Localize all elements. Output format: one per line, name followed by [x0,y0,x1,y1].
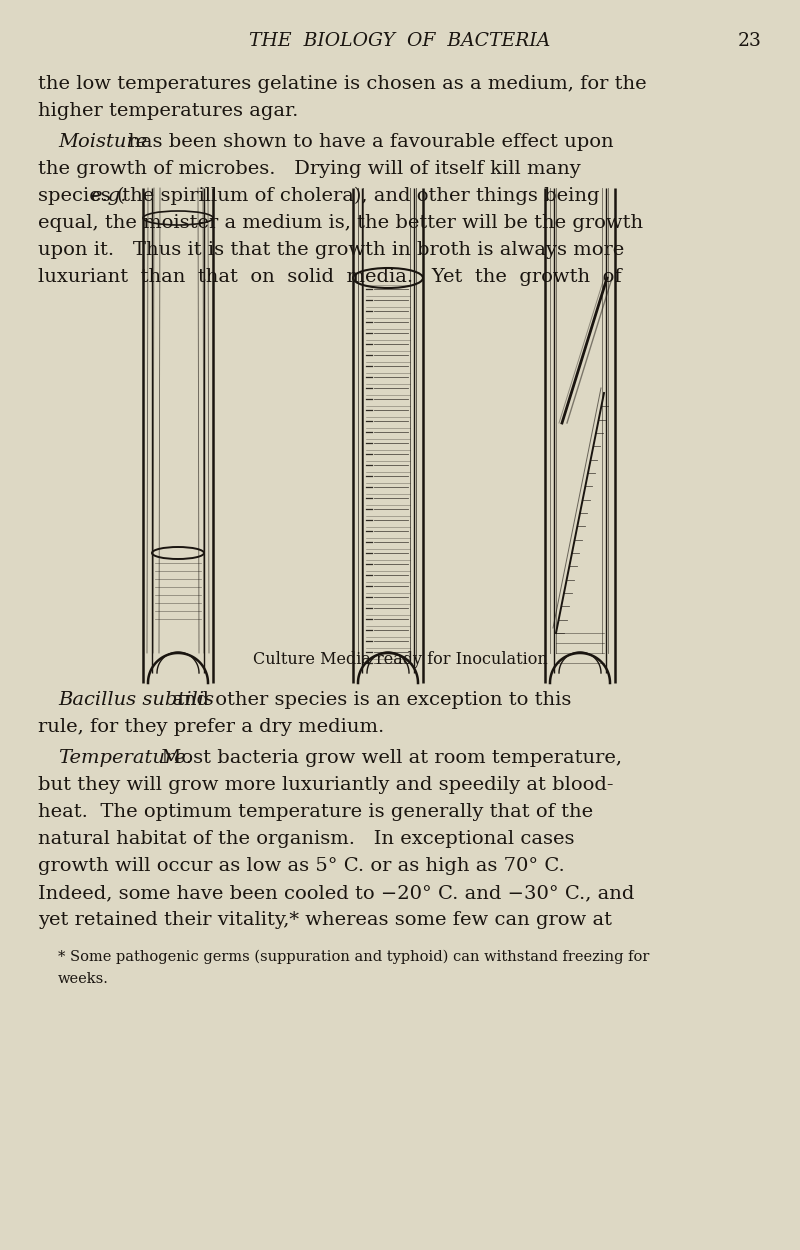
Text: the growth of microbes.   Drying will of itself kill many: the growth of microbes. Drying will of i… [38,160,581,177]
Text: Most bacteria grow well at room temperature,: Most bacteria grow well at room temperat… [149,749,622,768]
Text: equal, the moister a medium is, the better will be the growth: equal, the moister a medium is, the bett… [38,214,643,232]
Text: growth will occur as low as 5° C. or as high as 70° C.: growth will occur as low as 5° C. or as … [38,858,565,875]
Text: THE  BIOLOGY  OF  BACTERIA: THE BIOLOGY OF BACTERIA [250,32,550,50]
Text: but they will grow more luxuriantly and speedily at blood-: but they will grow more luxuriantly and … [38,776,614,794]
Text: Indeed, some have been cooled to −20° C. and −30° C., and: Indeed, some have been cooled to −20° C.… [38,884,634,902]
Text: Culture Media ready for Inoculation: Culture Media ready for Inoculation [253,651,547,668]
Text: e.g.: e.g. [90,188,126,205]
Text: the low temperatures gelatine is chosen as a medium, for the: the low temperatures gelatine is chosen … [38,75,646,92]
Text: heat.  The optimum temperature is generally that of the: heat. The optimum temperature is general… [38,802,593,821]
Text: higher temperatures agar.: higher temperatures agar. [38,102,298,120]
Text: yet retained their vitality,* whereas some few can grow at: yet retained their vitality,* whereas so… [38,911,612,929]
Text: luxuriant  than  that  on  solid  media.   Yet  the  growth  of: luxuriant than that on solid media. Yet … [38,268,622,286]
Text: rule, for they prefer a dry medium.: rule, for they prefer a dry medium. [38,718,384,736]
Text: Temperature.: Temperature. [58,749,192,768]
Text: weeks.: weeks. [58,972,109,986]
Text: upon it.   Thus it is that the growth in broth is always more: upon it. Thus it is that the growth in b… [38,241,624,259]
Text: * Some pathogenic germs (suppuration and typhoid) can withstand freezing for: * Some pathogenic germs (suppuration and… [58,950,650,965]
Text: the spirillum of cholera), and other things being: the spirillum of cholera), and other thi… [116,188,599,205]
Text: and other species is an exception to this: and other species is an exception to thi… [166,691,571,709]
Text: species (: species ( [38,188,125,205]
Text: natural habitat of the organism.   In exceptional cases: natural habitat of the organism. In exce… [38,830,574,848]
Text: Moisture: Moisture [58,132,147,151]
Text: Bacillus subtilis: Bacillus subtilis [58,691,214,709]
Text: has been shown to have a favourable effect upon: has been shown to have a favourable effe… [122,132,614,151]
Text: 23: 23 [738,32,762,50]
